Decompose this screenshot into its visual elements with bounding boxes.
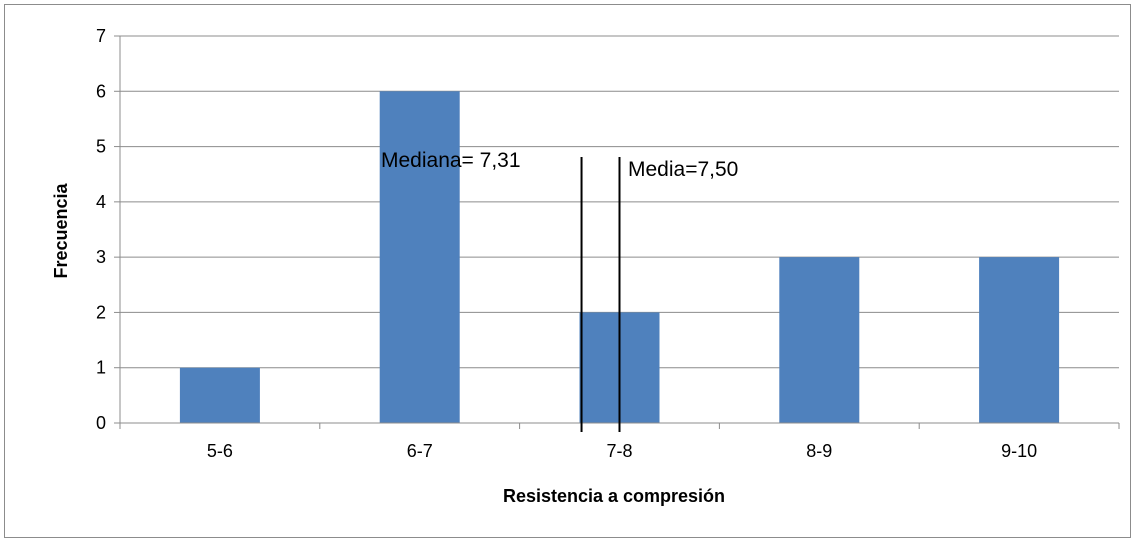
y-tick-label: 4 bbox=[96, 192, 106, 212]
x-tick-label: 9-10 bbox=[1001, 441, 1037, 461]
bars bbox=[179, 91, 1060, 424]
annotation-label: Media=7,50 bbox=[628, 158, 738, 181]
bar-5-6 bbox=[179, 367, 260, 423]
bar-6-7 bbox=[379, 91, 460, 424]
y-tick-label: 1 bbox=[96, 358, 106, 378]
chart-frame bbox=[4, 4, 1131, 538]
annotation-label: Mediana= 7,31 bbox=[381, 149, 521, 172]
x-tick-label: 5-6 bbox=[207, 441, 233, 461]
y-tick-label: 2 bbox=[96, 302, 106, 322]
gridlines bbox=[120, 35, 1119, 369]
y-tick-label: 6 bbox=[96, 81, 106, 101]
y-tick-label: 0 bbox=[96, 413, 106, 433]
x-tick-label: 6-7 bbox=[407, 441, 433, 461]
x-axis-title: Resistencia a compresión bbox=[503, 486, 725, 506]
annotations: Mediana= 7,31 Media=7,50 bbox=[381, 149, 738, 432]
y-tick-label: 3 bbox=[96, 247, 106, 267]
x-tick-label: 7-8 bbox=[606, 441, 632, 461]
x-tick-label: 8-9 bbox=[806, 441, 832, 461]
y-axis-title: Frecuencia bbox=[51, 182, 71, 278]
axes: 0 1 2 3 4 5 6 7 5-6 6-7 7-8 8-9 9-10 bbox=[96, 26, 1120, 461]
y-tick-label: 5 bbox=[96, 137, 106, 157]
bar-8-9 bbox=[779, 257, 860, 423]
y-tick-label: 7 bbox=[96, 26, 106, 46]
bar-9-10 bbox=[979, 257, 1060, 423]
